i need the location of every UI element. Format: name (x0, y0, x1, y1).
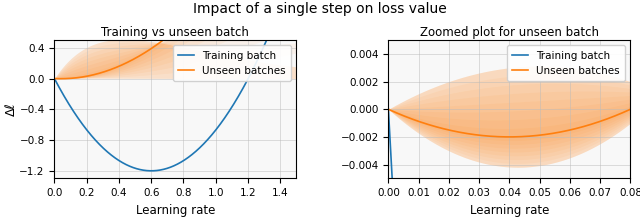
X-axis label: Learning rate: Learning rate (470, 204, 549, 217)
Unseen batches (627, 108, 634, 111)
Training batch (385, 108, 392, 111)
Unseen batches (76, 76, 83, 79)
Y-axis label: Δℓ: Δℓ (5, 102, 18, 116)
Unseen batches (506, 136, 513, 138)
Title: Zoomed plot for unseen batch: Zoomed plot for unseen batch (420, 26, 599, 39)
Unseen batches (385, 108, 392, 111)
Training batch (51, 77, 58, 80)
Unseen batches (578, 126, 586, 128)
Legend: Training batch, Unseen batches: Training batch, Unseen batches (173, 45, 291, 81)
Training batch (244, 78, 252, 81)
Training batch (76, 118, 83, 121)
Training batch (157, 169, 165, 171)
Unseen batches (573, 127, 581, 130)
Unseen batches (148, 46, 156, 49)
Unseen batches (409, 118, 417, 121)
X-axis label: Learning rate: Learning rate (136, 204, 215, 217)
Line: Unseen batches: Unseen batches (388, 109, 630, 137)
Line: Training batch: Training batch (388, 109, 630, 223)
Text: Impact of a single step on loss value: Impact of a single step on loss value (193, 2, 447, 16)
Training batch (239, 86, 247, 89)
Unseen batches (491, 135, 499, 138)
Unseen batches (57, 77, 65, 80)
Training batch (217, 122, 225, 125)
Training batch (147, 169, 155, 172)
Unseen batches (483, 134, 490, 137)
Unseen batches (157, 40, 165, 43)
Unseen batches (51, 77, 58, 80)
Training batch (148, 169, 156, 172)
Unseen batches (551, 132, 559, 134)
Line: Training batch: Training batch (54, 0, 296, 171)
Legend: Training batch, Unseen batches: Training batch, Unseen batches (507, 45, 625, 81)
Title: Training vs unseen batch: Training vs unseen batch (102, 26, 250, 39)
Line: Unseen batches: Unseen batches (54, 0, 296, 79)
